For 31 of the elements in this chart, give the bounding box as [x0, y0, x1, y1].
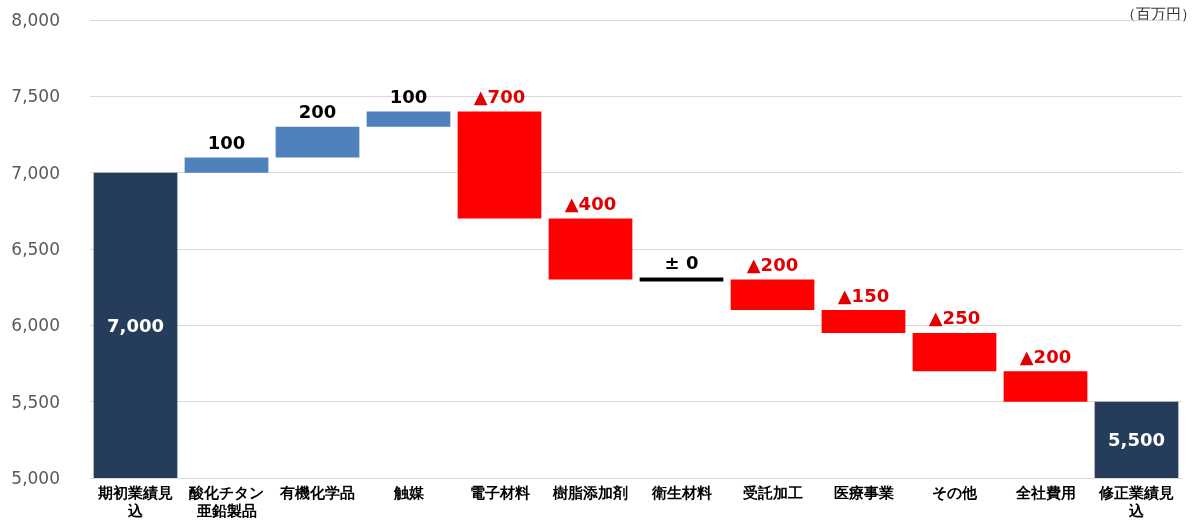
x-tick-label: 有機化学品 [279, 484, 355, 502]
y-tick-label: 5,500 [11, 391, 60, 412]
data-label: ± 0 [664, 252, 699, 274]
data-label: ▲200 [1019, 345, 1072, 367]
x-tick-label: 全社費用 [1014, 484, 1076, 502]
data-label: ▲150 [837, 284, 890, 306]
y-tick-label: 8,000 [11, 10, 60, 30]
x-tick-label: その他 [932, 484, 978, 502]
x-tick-label: 酸化チタン亜鉛製品 [189, 484, 264, 520]
data-label: 100 [207, 131, 246, 153]
x-tick-label: 受託加工 [741, 484, 803, 502]
y-tick-label: 6,000 [11, 315, 60, 336]
data-label: 5,500 [1108, 429, 1165, 451]
y-tick-label: 7,000 [11, 162, 60, 183]
data-label: 100 [389, 86, 428, 108]
x-tick-label: 期初業績見込 [97, 484, 173, 520]
x-tick-label: 修正業績見込 [1098, 484, 1174, 520]
data-label: 7,000 [107, 314, 164, 336]
x-tick-label: 触媒 [392, 484, 425, 502]
y-tick-label: 5,000 [11, 468, 60, 488]
y-tick-label: 7,500 [11, 86, 60, 107]
x-tick-label: 衛生材料 [650, 484, 712, 502]
x-tick-label: 電子材料 [469, 484, 530, 502]
x-tick-label: 医療事業 [833, 484, 894, 502]
data-label: 200 [298, 101, 337, 123]
data-label: ▲250 [928, 307, 981, 329]
y-tick-label: 6,500 [11, 239, 60, 259]
x-tick-label: 樹脂添加剤 [552, 484, 628, 502]
data-label: ▲400 [564, 192, 617, 214]
data-label: ▲200 [746, 254, 799, 276]
data-label: ▲700 [473, 86, 526, 108]
